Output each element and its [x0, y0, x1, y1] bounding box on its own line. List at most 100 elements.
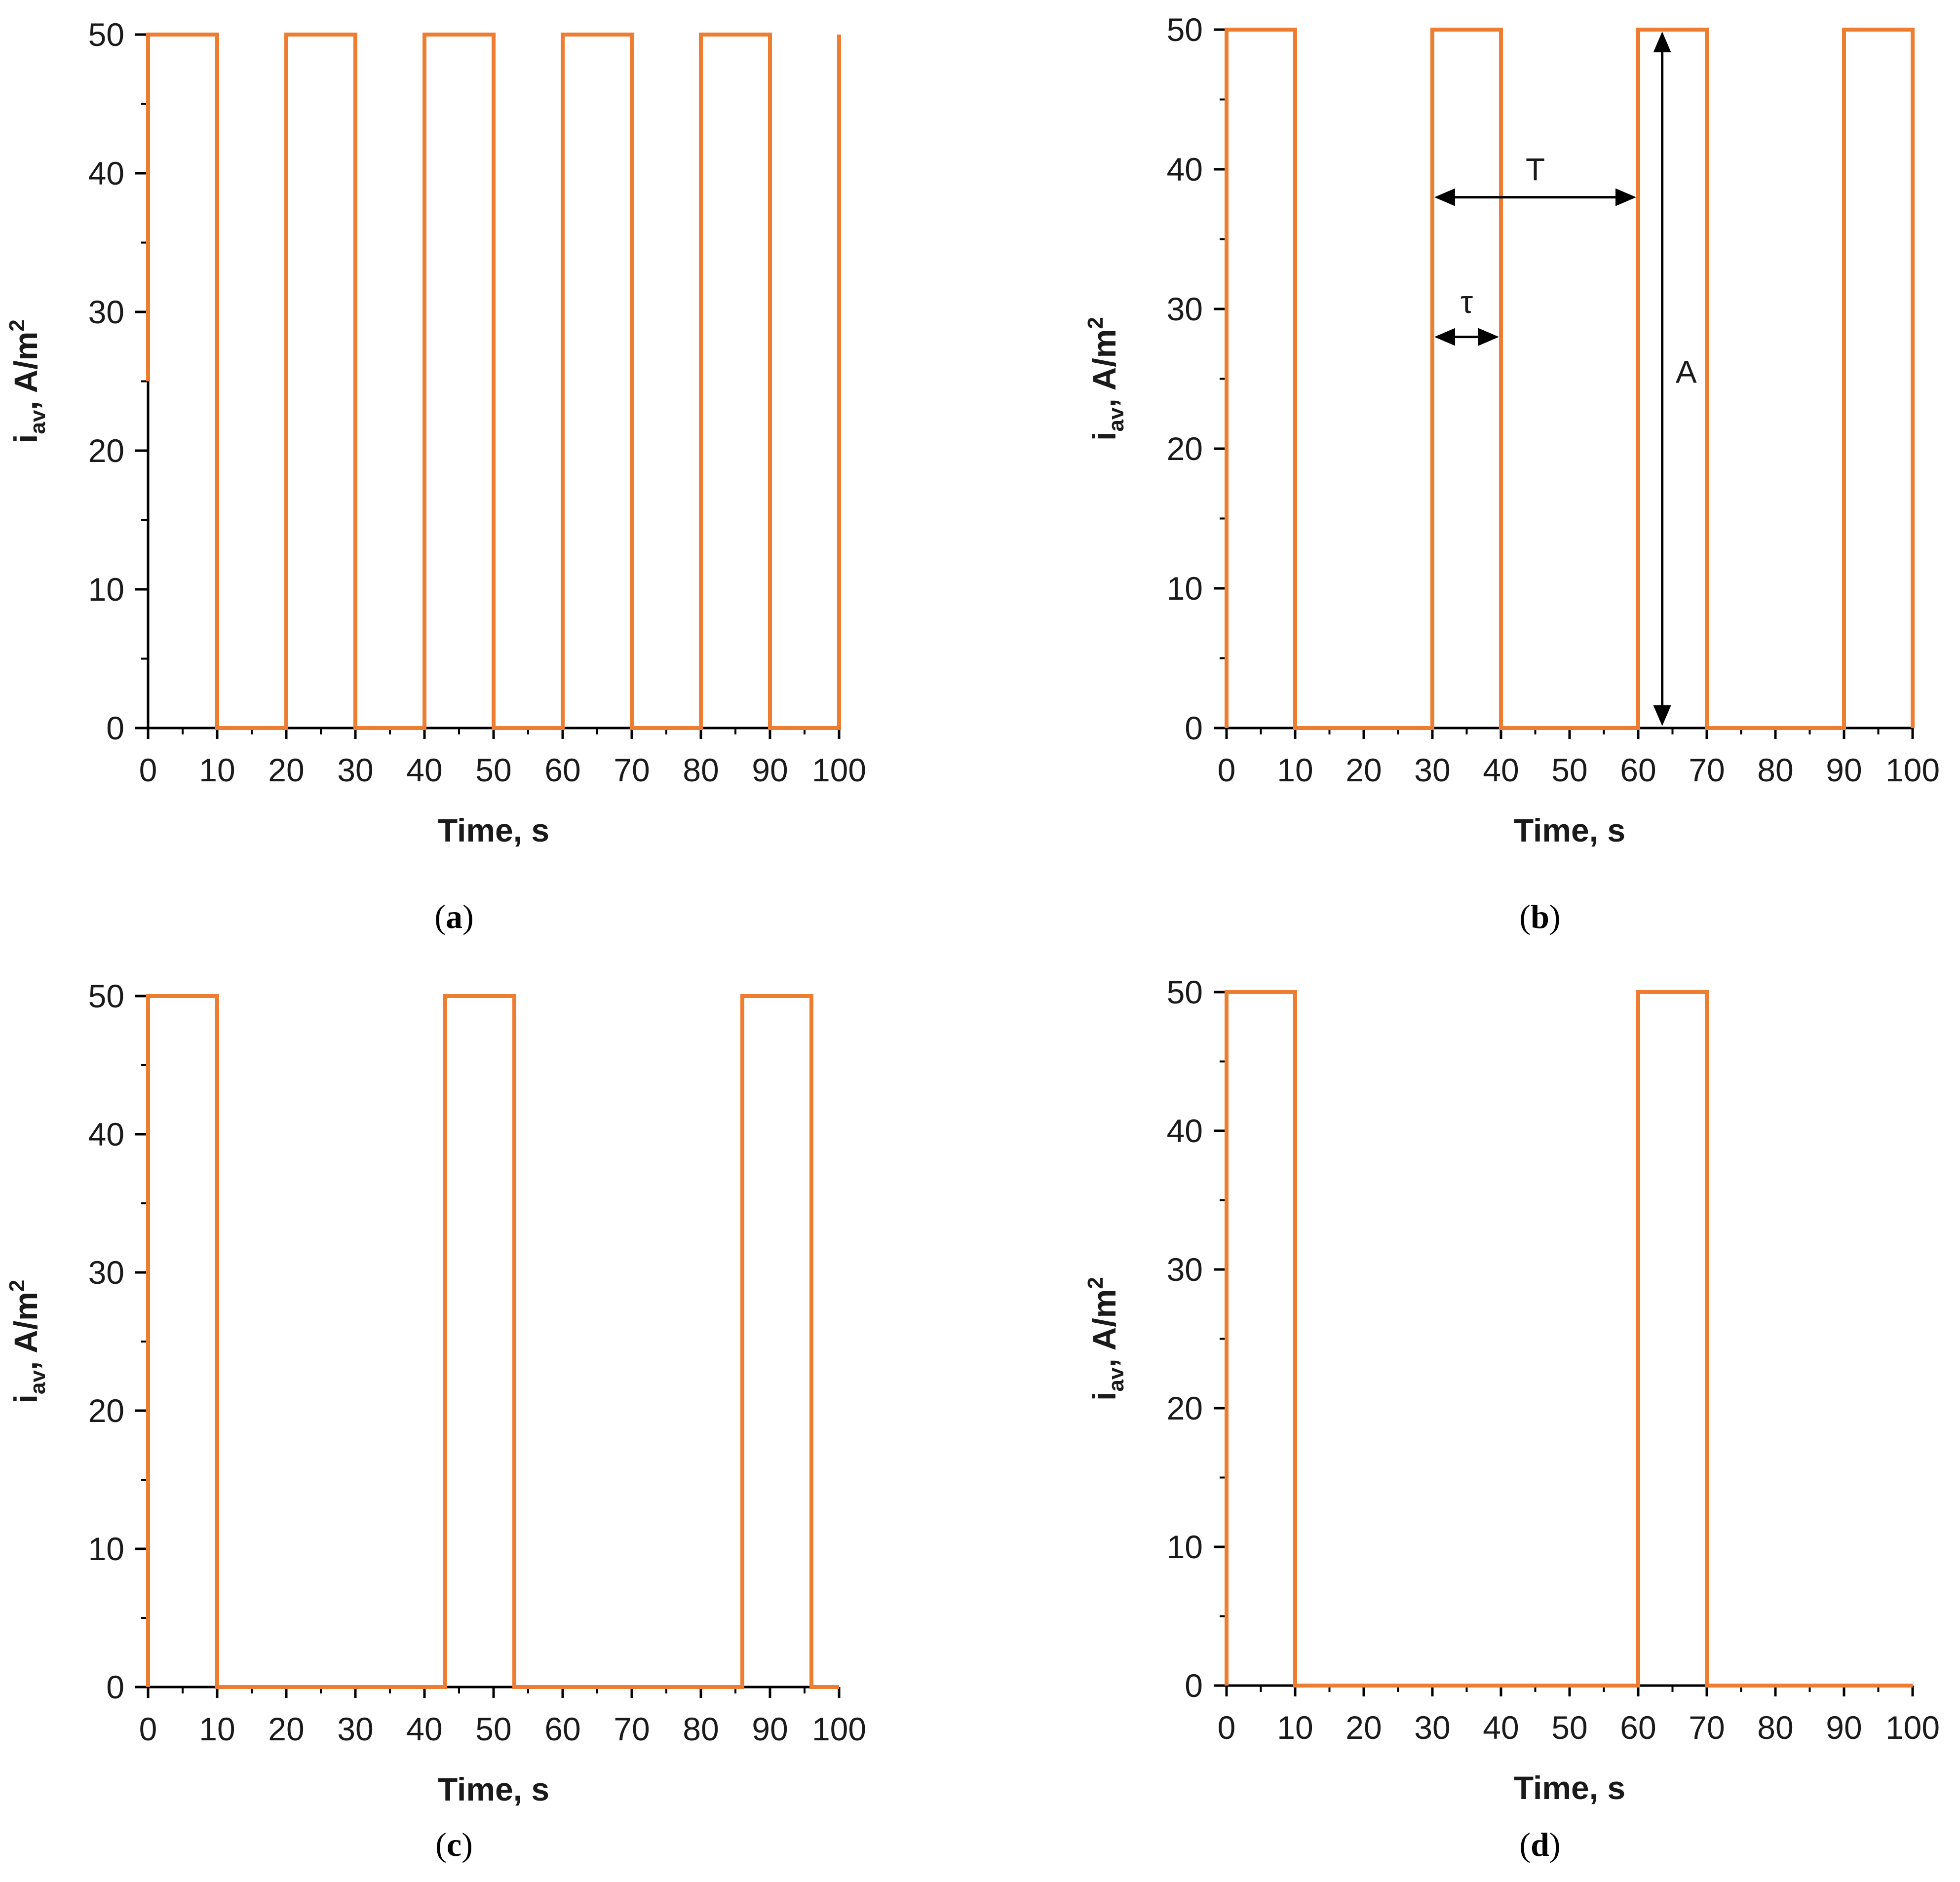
panel-caption: (d)	[1519, 1826, 1560, 1863]
x-axis-title: Time, s	[1514, 812, 1625, 848]
panel-caption-letter: a	[446, 898, 462, 935]
y-axis-title-units: A/m	[1086, 1289, 1122, 1351]
y-tick-label: 40	[1167, 151, 1203, 188]
y-tick-label: 20	[1167, 430, 1203, 467]
y-tick-label: 50	[1167, 974, 1203, 1010]
x-tick-label: 60	[1620, 1709, 1656, 1746]
y-axis-title-subscript: av	[1104, 1367, 1128, 1391]
annotation-arrowhead	[1653, 32, 1671, 52]
y-axis-title-main: i	[7, 434, 44, 443]
y-tick-label: 50	[1167, 11, 1203, 48]
annotation-arrowhead	[1478, 328, 1499, 346]
y-tick-label: 20	[1167, 1390, 1203, 1426]
annotation-arrowhead	[1434, 328, 1455, 346]
chart-panel-b: 0 10 20 30 40 50 0 10 20 30 40 50 60 70 80 90 100 Time, s…	[1083, 11, 1940, 935]
y-tick-label: 10	[1167, 1529, 1203, 1565]
y-axis-title-units-prefix: ,	[7, 393, 44, 410]
x-tick-label: 40	[406, 752, 442, 788]
x-tick-label: 30	[1414, 752, 1450, 788]
y-axis-title-units-power: 2	[1083, 1277, 1108, 1289]
series-line-b	[1225, 28, 1915, 730]
y-axis-title-subscript: av	[1104, 407, 1128, 431]
annotation-label: T	[1526, 152, 1545, 187]
y-axis-title-units-prefix: ,	[1086, 1350, 1122, 1367]
panel-caption-letter: c	[447, 1826, 461, 1863]
x-tick-label: 70	[614, 752, 650, 788]
y-axis-title-subscript: av	[26, 1370, 50, 1394]
x-tick-label: 80	[1757, 1709, 1793, 1746]
y-axis-title-units-prefix: ,	[7, 1353, 44, 1370]
y-axis-title-units: A/m	[7, 1292, 44, 1353]
x-tick-label: 10	[1277, 1709, 1313, 1746]
x-tick-label: 50	[1551, 1709, 1587, 1746]
x-tick-label: 70	[1689, 752, 1725, 788]
x-tick-label: 40	[1483, 1709, 1519, 1746]
x-tick-label: 10	[199, 752, 235, 788]
y-tick-label: 30	[88, 1254, 124, 1291]
y-tick-label: 50	[88, 978, 124, 1014]
chart-panel-d: 0 10 20 30 40 50 0 10 20 30 40 50 60 70 80 90 100 Time, s…	[1083, 974, 1940, 1863]
x-tick-label: 50	[475, 1711, 511, 1747]
y-tick-label: 30	[88, 294, 124, 330]
x-tick-label: 0	[1218, 752, 1236, 788]
y-axis-title-units-power: 2	[5, 319, 29, 331]
series-line-d	[1225, 990, 1913, 1688]
x-tick-label: 80	[1757, 752, 1793, 788]
x-tick-label: 100	[812, 752, 866, 788]
series-line-a	[146, 33, 841, 730]
x-tick-label: 10	[1277, 752, 1313, 788]
x-tick-label: 40	[406, 1711, 442, 1747]
panel-caption: (c)	[435, 1826, 473, 1863]
y-tick-label: 10	[88, 1531, 124, 1567]
y-axis-title-units-power: 2	[1083, 317, 1108, 329]
y-axis-title: iav, A/m2	[1083, 317, 1128, 441]
x-tick-label: 20	[1345, 1709, 1382, 1746]
x-tick-label: 40	[1483, 752, 1519, 788]
x-tick-label: 0	[139, 1711, 157, 1747]
x-tick-label: 0	[1218, 1709, 1236, 1746]
x-tick-label: 60	[544, 752, 580, 788]
x-tick-label: 100	[1885, 1709, 1940, 1746]
y-axis-title-units-power: 2	[5, 1280, 29, 1292]
y-axis-title: iav, A/m2	[5, 319, 50, 443]
y-axis-title-main: i	[7, 1394, 44, 1403]
y-axis-title-units: A/m	[7, 332, 44, 393]
y-tick-label: 50	[88, 16, 124, 53]
annotation-arrowhead	[1615, 188, 1636, 206]
x-tick-label: 20	[1345, 752, 1382, 788]
annotation-arrowhead	[1434, 188, 1455, 206]
x-tick-label: 90	[752, 752, 788, 788]
y-tick-label: 0	[1185, 1667, 1203, 1704]
y-tick-label: 0	[1185, 710, 1203, 746]
y-tick-label: 20	[88, 1392, 124, 1429]
y-axis-title-subscript: av	[26, 410, 50, 434]
panel-caption: (b)	[1519, 898, 1560, 935]
x-tick-label: 100	[1885, 752, 1940, 788]
x-tick-label: 90	[1826, 752, 1862, 788]
x-tick-label: 80	[683, 1711, 719, 1747]
x-tick-label: 90	[1826, 1709, 1862, 1746]
x-tick-label: 0	[139, 752, 157, 788]
x-tick-label: 90	[752, 1711, 788, 1747]
x-tick-label: 10	[199, 1711, 235, 1747]
x-axis-title: Time, s	[438, 812, 549, 848]
y-axis-title: iav, A/m2	[5, 1280, 50, 1404]
y-tick-label: 0	[106, 1669, 124, 1705]
x-tick-label: 60	[1620, 752, 1656, 788]
x-tick-label: 30	[337, 752, 373, 788]
y-tick-label: 40	[88, 1116, 124, 1152]
x-tick-label: 70	[1689, 1709, 1725, 1746]
annotation-arrowhead	[1653, 705, 1671, 726]
x-tick-label: 50	[1551, 752, 1587, 788]
x-axis-title: Time, s	[1514, 1769, 1625, 1806]
x-tick-label: 70	[614, 1711, 650, 1747]
y-tick-label: 40	[88, 155, 124, 192]
x-axis-title: Time, s	[438, 1771, 549, 1807]
panel-caption-letter: b	[1531, 898, 1549, 935]
series-line-c	[146, 994, 839, 1689]
x-tick-label: 30	[1414, 1709, 1450, 1746]
y-axis-title-units-prefix: ,	[1086, 390, 1122, 407]
y-tick-label: 10	[1167, 570, 1203, 607]
chart-panel-a: 0 10 20 30 40 50 0 10 20 30 40 50 60 70 80 90 100 Time, s…	[5, 16, 866, 935]
